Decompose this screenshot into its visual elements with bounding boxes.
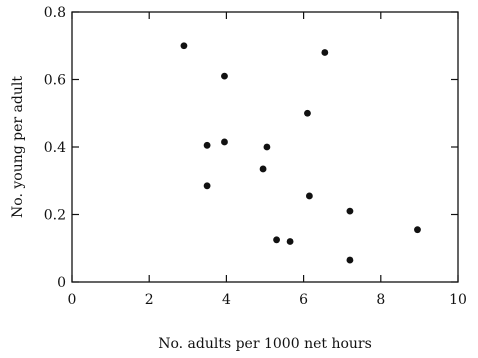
y-tick-label: 0 <box>57 275 66 291</box>
data-point <box>203 182 211 190</box>
y-axis: 0 0.2 0.4 0.6 0.8 <box>44 5 458 291</box>
x-tick-label: 8 <box>376 292 385 308</box>
x-axis: 0 2 4 6 8 10 <box>68 12 467 308</box>
x-axis-label: No. adults per 1000 net hours <box>158 336 372 352</box>
data-point <box>221 72 228 80</box>
data-point <box>221 138 228 146</box>
y-tick-label: 0.6 <box>44 73 66 89</box>
y-tick-label: 0.8 <box>44 5 66 21</box>
data-point <box>346 256 354 264</box>
data-point <box>286 238 294 245</box>
data-point <box>180 42 188 50</box>
data-point <box>305 192 313 200</box>
x-tick-label: 0 <box>68 292 77 308</box>
y-tick-label: 0.2 <box>44 208 66 224</box>
y-axis-label: No. young per adult <box>10 76 26 218</box>
data-point <box>203 141 211 149</box>
data-point <box>414 226 421 234</box>
data-point <box>259 165 267 173</box>
data-points <box>180 42 421 264</box>
x-tick-label: 6 <box>299 292 308 308</box>
x-tick-label: 10 <box>449 292 467 308</box>
data-point <box>346 207 354 215</box>
data-point <box>304 109 311 117</box>
data-point <box>263 143 271 151</box>
data-point <box>273 236 280 244</box>
x-tick-label: 2 <box>145 292 154 308</box>
x-tick-label: 4 <box>222 292 231 308</box>
y-tick-label: 0.4 <box>44 140 66 156</box>
data-point <box>321 49 329 56</box>
